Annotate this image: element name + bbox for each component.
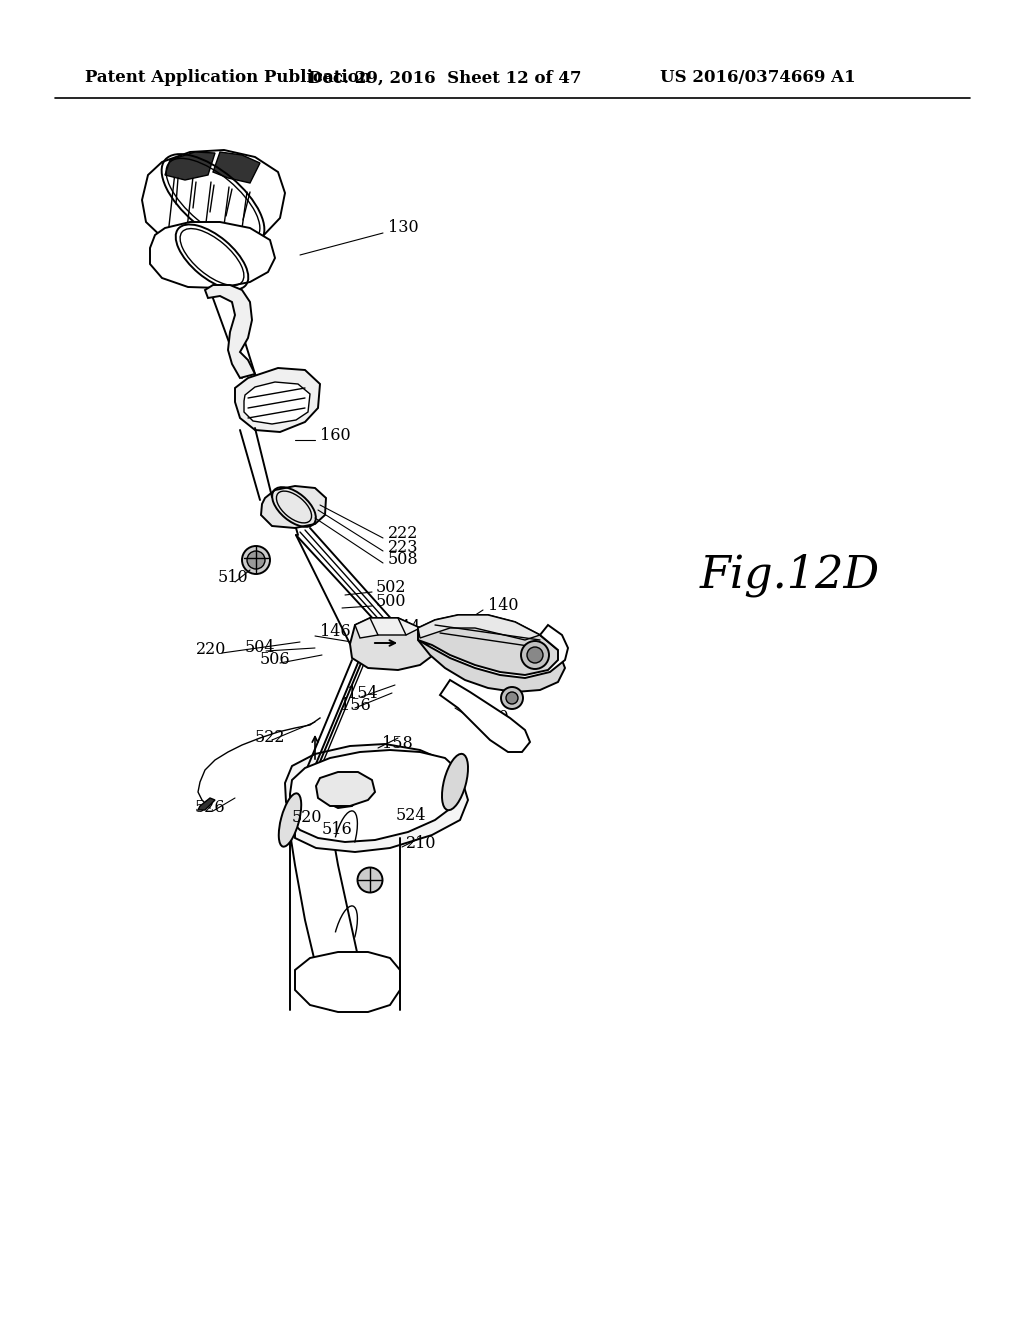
Text: 210: 210 bbox=[406, 834, 436, 851]
Text: 146: 146 bbox=[319, 623, 350, 640]
Text: 222: 222 bbox=[388, 525, 419, 543]
Text: 150: 150 bbox=[478, 709, 509, 726]
Ellipse shape bbox=[506, 692, 518, 704]
Text: Patent Application Publication: Patent Application Publication bbox=[85, 70, 371, 87]
Polygon shape bbox=[213, 152, 260, 183]
Polygon shape bbox=[150, 222, 275, 288]
Polygon shape bbox=[418, 615, 565, 692]
Text: 526: 526 bbox=[195, 800, 225, 817]
Text: 158: 158 bbox=[382, 735, 413, 752]
Polygon shape bbox=[158, 154, 270, 230]
Polygon shape bbox=[355, 618, 420, 638]
Polygon shape bbox=[234, 368, 319, 432]
Text: 524: 524 bbox=[396, 807, 427, 824]
Text: 510: 510 bbox=[218, 569, 249, 586]
Text: 156: 156 bbox=[340, 697, 371, 714]
Ellipse shape bbox=[331, 776, 359, 803]
Polygon shape bbox=[142, 150, 285, 248]
Text: 223: 223 bbox=[388, 540, 419, 557]
Polygon shape bbox=[165, 152, 215, 180]
Text: 500: 500 bbox=[376, 594, 407, 610]
Ellipse shape bbox=[501, 686, 523, 709]
Polygon shape bbox=[290, 750, 462, 842]
Polygon shape bbox=[244, 381, 310, 424]
Text: 130: 130 bbox=[388, 219, 419, 236]
Polygon shape bbox=[418, 615, 540, 640]
Text: 154: 154 bbox=[347, 685, 378, 702]
Text: 144: 144 bbox=[390, 619, 421, 636]
Text: 522: 522 bbox=[255, 729, 286, 746]
Ellipse shape bbox=[527, 647, 543, 663]
Text: Dec. 29, 2016  Sheet 12 of 47: Dec. 29, 2016 Sheet 12 of 47 bbox=[308, 70, 582, 87]
Text: 220: 220 bbox=[196, 640, 226, 657]
Polygon shape bbox=[440, 680, 530, 752]
Text: 160: 160 bbox=[319, 428, 350, 445]
Ellipse shape bbox=[242, 546, 270, 574]
Text: 520: 520 bbox=[292, 808, 323, 825]
Text: Fig.12D: Fig.12D bbox=[700, 553, 880, 597]
Text: 140: 140 bbox=[488, 598, 518, 615]
Text: 516: 516 bbox=[322, 821, 352, 837]
Text: 508: 508 bbox=[388, 552, 419, 569]
Ellipse shape bbox=[279, 793, 301, 846]
Polygon shape bbox=[261, 486, 326, 528]
Polygon shape bbox=[205, 285, 255, 378]
Text: 506: 506 bbox=[260, 652, 291, 668]
Ellipse shape bbox=[247, 550, 265, 569]
Polygon shape bbox=[198, 799, 215, 810]
Ellipse shape bbox=[521, 642, 549, 669]
Polygon shape bbox=[288, 820, 365, 1010]
Polygon shape bbox=[316, 772, 375, 807]
Text: US 2016/0374669 A1: US 2016/0374669 A1 bbox=[660, 70, 856, 87]
Text: 502: 502 bbox=[376, 579, 407, 597]
Polygon shape bbox=[285, 744, 468, 851]
Polygon shape bbox=[418, 624, 568, 678]
Polygon shape bbox=[318, 777, 360, 808]
Text: 504: 504 bbox=[245, 639, 275, 656]
Polygon shape bbox=[295, 952, 400, 1012]
Ellipse shape bbox=[442, 754, 468, 810]
Polygon shape bbox=[350, 618, 432, 671]
Ellipse shape bbox=[357, 867, 383, 892]
